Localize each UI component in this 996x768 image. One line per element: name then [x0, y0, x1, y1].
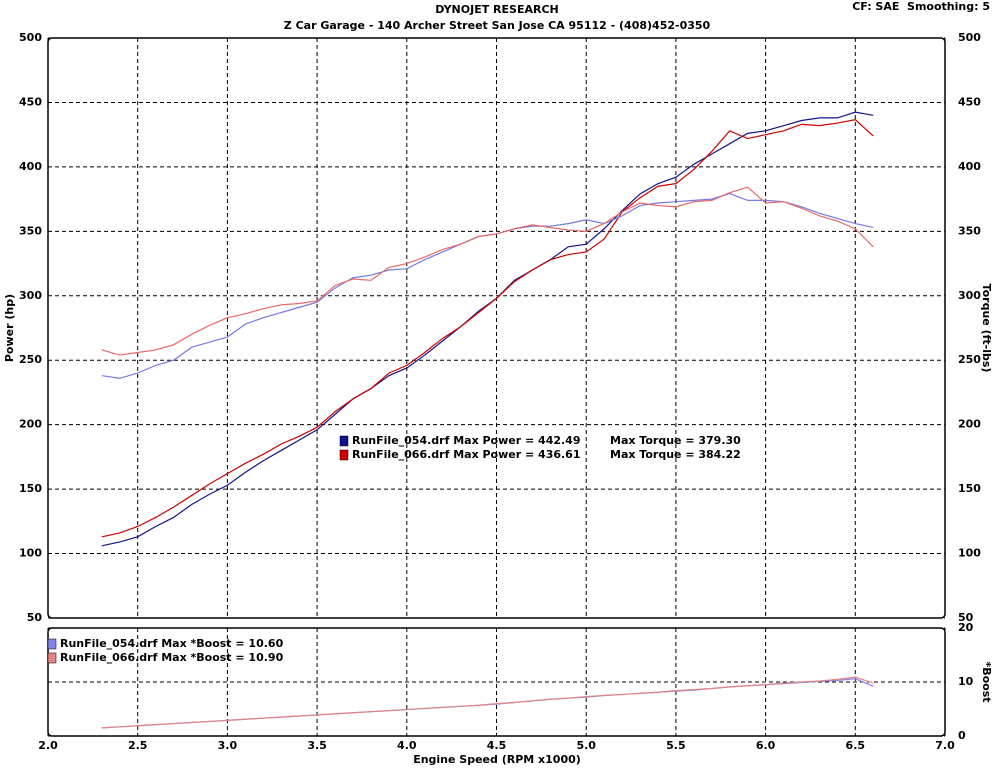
- legend-label: RunFile_066.drf Max *Boost = 10.90: [60, 651, 284, 664]
- y2-tick-label: 200: [958, 418, 981, 431]
- boost-axis-label: *Boost: [980, 661, 993, 702]
- y-tick-label: 200: [19, 418, 42, 431]
- legend-swatch: [339, 449, 349, 461]
- y-tick-label: 350: [19, 224, 42, 237]
- y-tick-label: 100: [19, 547, 42, 560]
- data-line: [101, 119, 874, 538]
- y-tick-label: 500: [19, 31, 42, 44]
- y2-tick-label: 0: [958, 729, 966, 742]
- legend-swatch: [339, 435, 349, 447]
- legend-swatch: [47, 652, 57, 664]
- y2-tick-label: 350: [958, 224, 981, 237]
- x-tick-label: 5.0: [576, 739, 596, 752]
- x-tick-label: 2.0: [38, 739, 58, 752]
- x-tick-label: 5.5: [666, 739, 686, 752]
- y2-tick-label: 20: [958, 621, 974, 634]
- data-line: [101, 676, 874, 729]
- legend-label: Max Torque = 384.22: [610, 448, 741, 461]
- x-axis-label: Engine Speed (RPM x1000): [413, 753, 581, 766]
- y-tick-label: 50: [27, 611, 43, 624]
- x-tick-label: 4.0: [397, 739, 417, 752]
- y2-tick-label: 300: [958, 289, 981, 302]
- y2-tick-label: 10: [958, 675, 974, 688]
- legend-label: RunFile_066.drf Max Power = 436.61: [352, 448, 581, 461]
- annotation: CF: SAE Smoothing: 5: [852, 0, 990, 13]
- y-tick-label: 400: [19, 160, 42, 173]
- y-tick-label: 450: [19, 95, 42, 108]
- y2-tick-label: 100: [958, 547, 981, 560]
- y-tick-label: 150: [19, 482, 42, 495]
- legend-swatch: [47, 638, 57, 650]
- chart-subtitle: Z Car Garage - 140 Archer Street San Jos…: [284, 19, 711, 32]
- x-tick-label: 3.5: [307, 739, 327, 752]
- x-tick-label: 7.0: [935, 739, 955, 752]
- legend-label: RunFile_054.drf Max Power = 442.49: [352, 434, 581, 447]
- y2-tick-label: 150: [958, 482, 981, 495]
- legend-label: RunFile_054.drf Max *Boost = 10.60: [60, 637, 284, 650]
- x-tick-label: 2.5: [128, 739, 148, 752]
- y2-tick-label: 500: [958, 31, 981, 44]
- x-tick-label: 3.0: [218, 739, 238, 752]
- legend-label: Max Torque = 379.30: [610, 434, 741, 447]
- data-line: [101, 186, 874, 356]
- x-tick-label: 6.5: [846, 739, 866, 752]
- chart-title: DYNOJET RESEARCH: [435, 3, 558, 16]
- y2-tick-label: 450: [958, 95, 981, 108]
- y-tick-label: 250: [19, 353, 42, 366]
- y2-axis-label: Torque (ft-lbs): [980, 284, 993, 373]
- y2-tick-label: 250: [958, 353, 981, 366]
- y-axis-label: Power (hp): [3, 294, 16, 362]
- x-tick-label: 6.0: [756, 739, 776, 752]
- y2-tick-label: 400: [958, 160, 981, 173]
- x-tick-label: 4.5: [487, 739, 507, 752]
- y-tick-label: 300: [19, 289, 42, 302]
- y2-tick-label: 50: [958, 611, 974, 624]
